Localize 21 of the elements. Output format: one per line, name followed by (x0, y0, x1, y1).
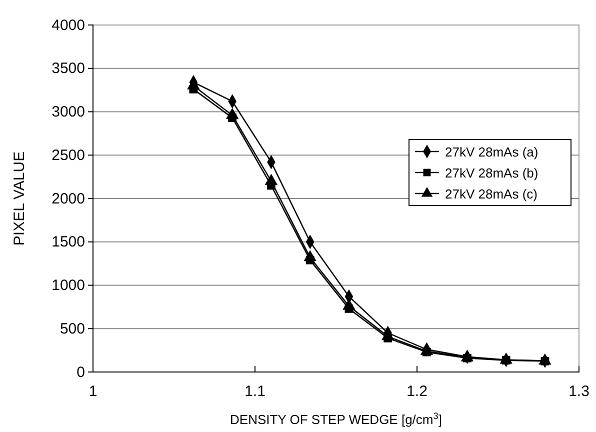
x-tick-label: 1.1 (244, 383, 266, 400)
y-tick-label: 2500 (52, 146, 85, 164)
legend-label: 27kV 28mAs (c) (445, 186, 538, 202)
point (538, 354, 552, 365)
y-tick-label: 3000 (52, 104, 85, 121)
y-tick-label: 1000 (52, 277, 85, 294)
point (304, 250, 316, 262)
y-axis-title: PIXEL VALUE (11, 151, 28, 246)
y-tick-label: 4000 (52, 16, 85, 34)
y-tick-label: 2000 (52, 190, 85, 208)
legend-label: 27kV 28mAs (a) (445, 144, 538, 160)
x-axis-title: DENSITY OF STEP WEDGE [g/cm$^{3}$] (230, 411, 442, 427)
point (500, 352, 512, 364)
y-tick-label: 3500 (52, 60, 85, 78)
x-tick-label: 1.3 (568, 383, 590, 400)
x-tick-label: 1.2 (406, 383, 428, 400)
y-tick-label: 1500 (52, 234, 85, 251)
x-tick-label: 1 (88, 383, 98, 400)
y-tick-label: 0 (76, 364, 85, 381)
legend-label: 27kV 28mAs (b) (445, 166, 538, 181)
y-tick-label: 500 (60, 320, 85, 338)
